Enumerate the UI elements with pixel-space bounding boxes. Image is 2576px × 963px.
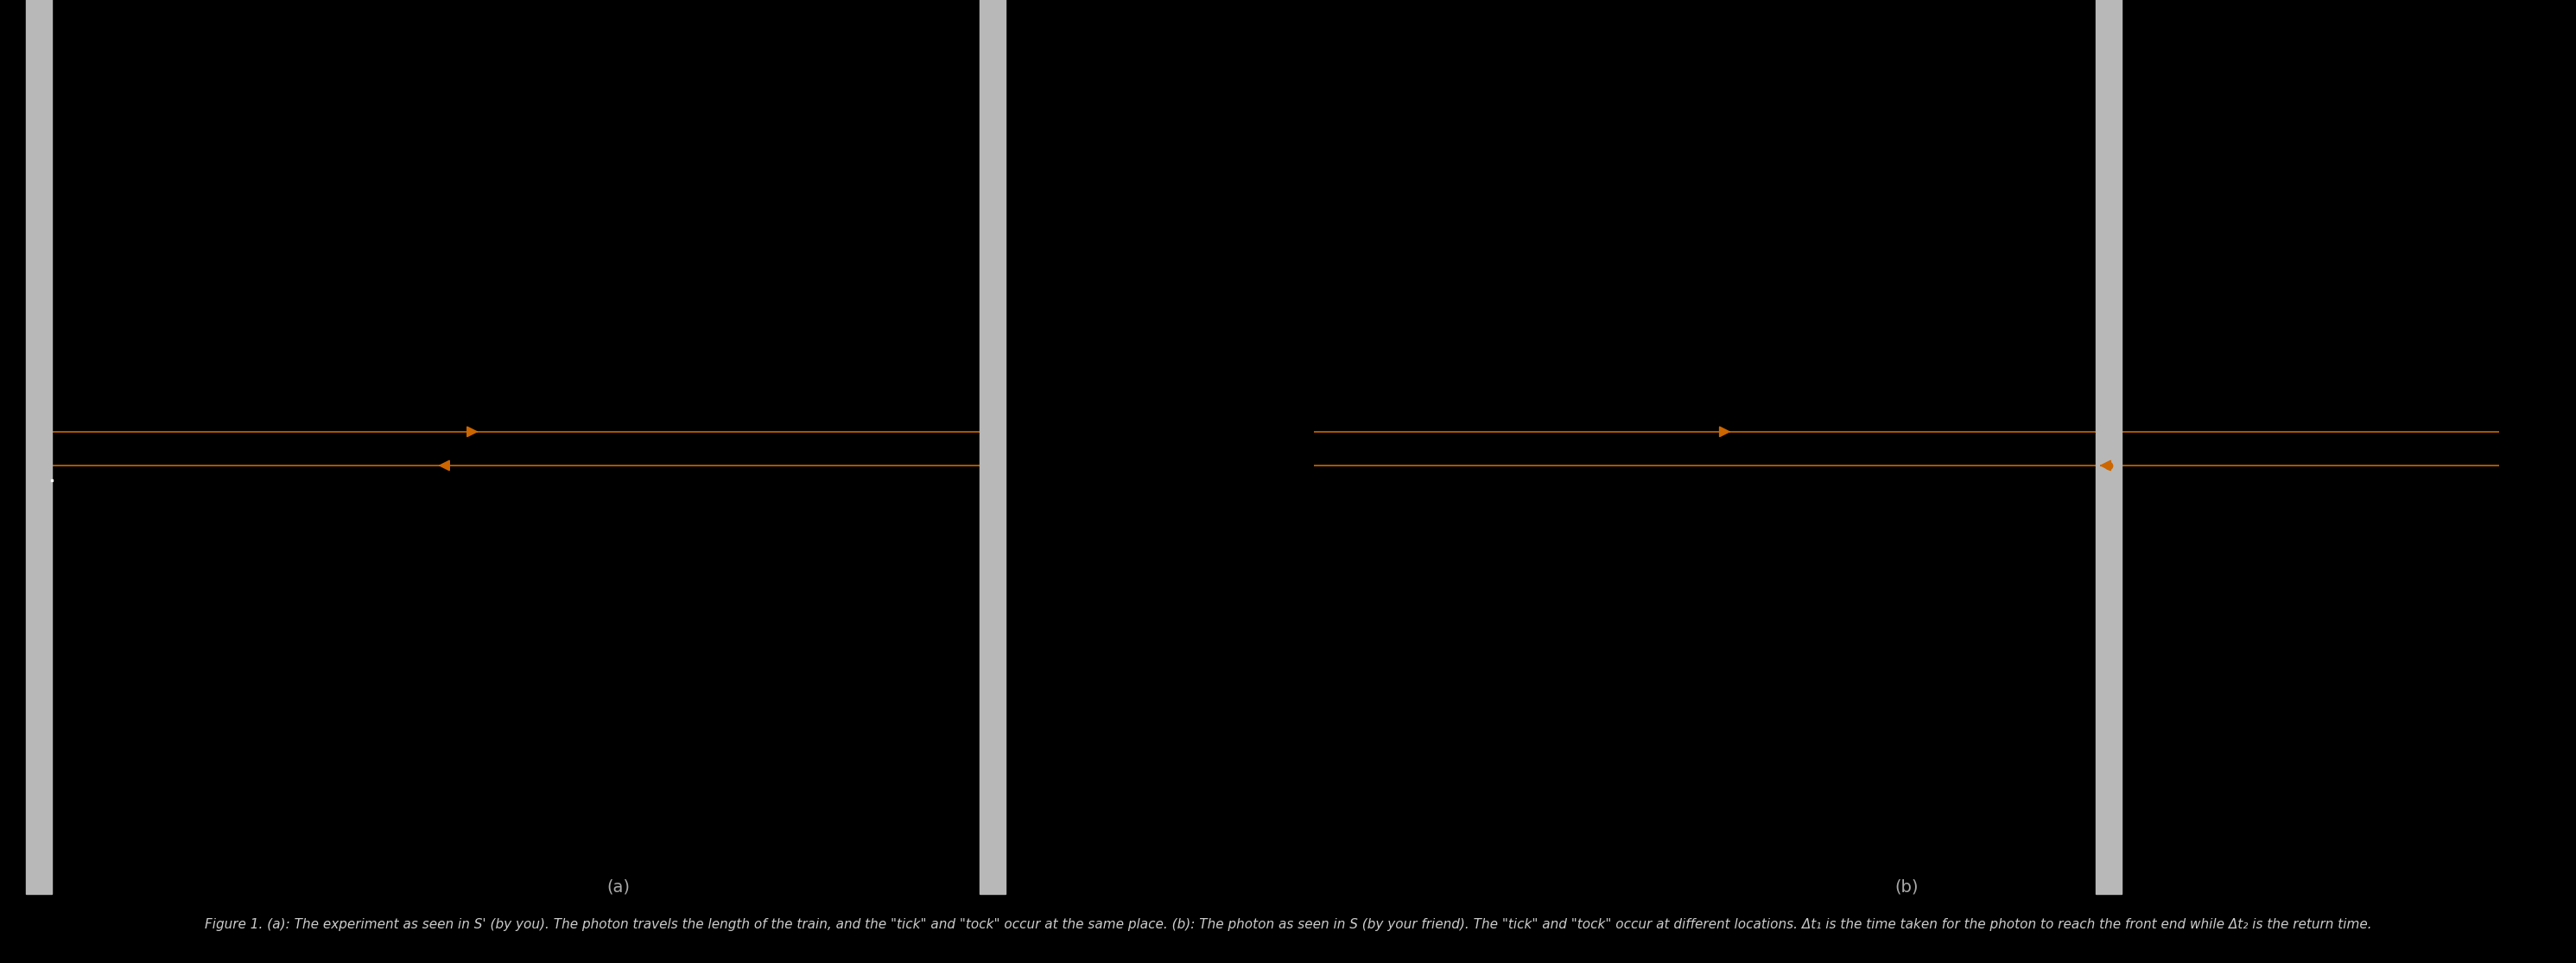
Bar	[979, 0, 1005, 894]
Bar	[26, 0, 52, 894]
Text: (a): (a)	[605, 878, 631, 895]
Text: (b): (b)	[1893, 878, 1919, 895]
Bar	[2097, 0, 2123, 894]
Text: Figure 1. (a): The experiment as seen in S' (by you). The photon travels the len: Figure 1. (a): The experiment as seen in…	[204, 918, 2372, 931]
